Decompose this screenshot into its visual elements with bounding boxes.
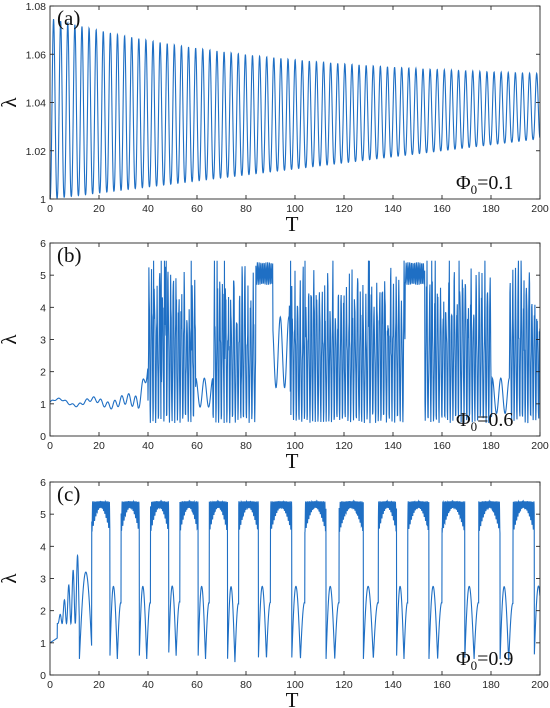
x-tick-label: 200 — [531, 440, 549, 452]
series-line — [50, 499, 540, 663]
x-tick-label: 200 — [531, 203, 549, 215]
x-axis-label: T — [286, 212, 299, 236]
x-tick-label: 0 — [47, 203, 53, 215]
x-tick-label: 140 — [384, 679, 402, 691]
y-tick-label: 0 — [40, 670, 46, 682]
x-tick-label: 140 — [384, 440, 402, 452]
y-tick-label: 2 — [40, 367, 46, 379]
x-tick-label: 0 — [47, 679, 53, 691]
y-tick-label: 6 — [40, 238, 46, 250]
y-tick-label: 3 — [40, 574, 46, 586]
x-tick-label: 180 — [482, 203, 500, 215]
y-tick-label: 6 — [40, 477, 46, 489]
y-tick-label: 5 — [40, 270, 46, 282]
series-line — [50, 260, 540, 424]
y-tick-label: 4 — [40, 541, 46, 553]
x-axis-label: T — [286, 449, 299, 473]
y-tick-label: 4 — [40, 302, 46, 314]
y-tick-label: 2 — [40, 606, 46, 618]
x-tick-label: 140 — [384, 203, 402, 215]
x-tick-label: 100 — [286, 203, 304, 215]
y-axis-label: λ — [0, 97, 21, 108]
x-axis-label: T — [286, 688, 299, 708]
y-tick-label: 0 — [40, 431, 46, 443]
panel-c: 0 20 40 60 80 100 120 140 160 180 200 0 1 2 3 4 5 6 Tλ (c) Φ… — [0, 477, 549, 708]
phi-annotation: Φ0=0.1 — [456, 172, 513, 197]
x-tick-label: 40 — [142, 440, 154, 452]
y-tick-label: 1 — [40, 638, 46, 650]
x-tick-label: 80 — [240, 440, 252, 452]
y-tick-label: 1.02 — [26, 146, 47, 158]
panel-label: (b) — [57, 243, 82, 267]
x-tick-label: 0 — [47, 440, 53, 452]
x-tick-label: 180 — [482, 679, 500, 691]
x-tick-label: 60 — [191, 203, 203, 215]
y-tick-label: 1 — [40, 194, 46, 206]
x-tick-label: 60 — [191, 679, 203, 691]
panel-a: 0 20 40 60 80 100 120 140 160 180 200 1 1.02 1.04 1.06… — [0, 1, 549, 236]
panel-label: (a) — [57, 6, 80, 30]
x-tick-label: 20 — [93, 440, 105, 452]
x-tick-label: 20 — [93, 203, 105, 215]
y-tick-label: 5 — [40, 509, 46, 521]
x-tick-label: 100 — [286, 679, 304, 691]
x-tick-label: 80 — [240, 679, 252, 691]
x-tick-label: 120 — [335, 679, 353, 691]
phi-annotation: Φ0=0.9 — [456, 648, 513, 673]
y-tick-label: 1.04 — [26, 98, 47, 110]
y-tick-label: 1.08 — [26, 1, 47, 13]
x-tick-label: 200 — [531, 679, 549, 691]
x-tick-label: 80 — [240, 203, 252, 215]
x-tick-label: 120 — [335, 440, 353, 452]
y-tick-label: 3 — [40, 335, 46, 347]
panel-b: 0 20 40 60 80 100 120 140 160 180 200 0 1 2 3 4 5 6 Tλ (b) Φ… — [0, 238, 549, 473]
y-axis-label: λ — [0, 334, 21, 345]
y-tick-label: 1 — [40, 399, 46, 411]
x-tick-label: 20 — [93, 679, 105, 691]
x-tick-label: 160 — [433, 440, 451, 452]
x-tick-label: 120 — [335, 203, 353, 215]
x-tick-label: 60 — [191, 440, 203, 452]
panel-label: (c) — [57, 482, 80, 506]
phi-annotation: Φ0=0.6 — [456, 409, 513, 434]
x-tick-label: 160 — [433, 679, 451, 691]
series-line — [50, 18, 540, 199]
y-axis-label: λ — [0, 573, 21, 584]
x-tick-label: 160 — [433, 203, 451, 215]
y-tick-label: 1.06 — [26, 49, 47, 61]
x-tick-label: 180 — [482, 440, 500, 452]
x-tick-label: 40 — [142, 203, 154, 215]
x-tick-label: 40 — [142, 679, 154, 691]
x-tick-label: 100 — [286, 440, 304, 452]
